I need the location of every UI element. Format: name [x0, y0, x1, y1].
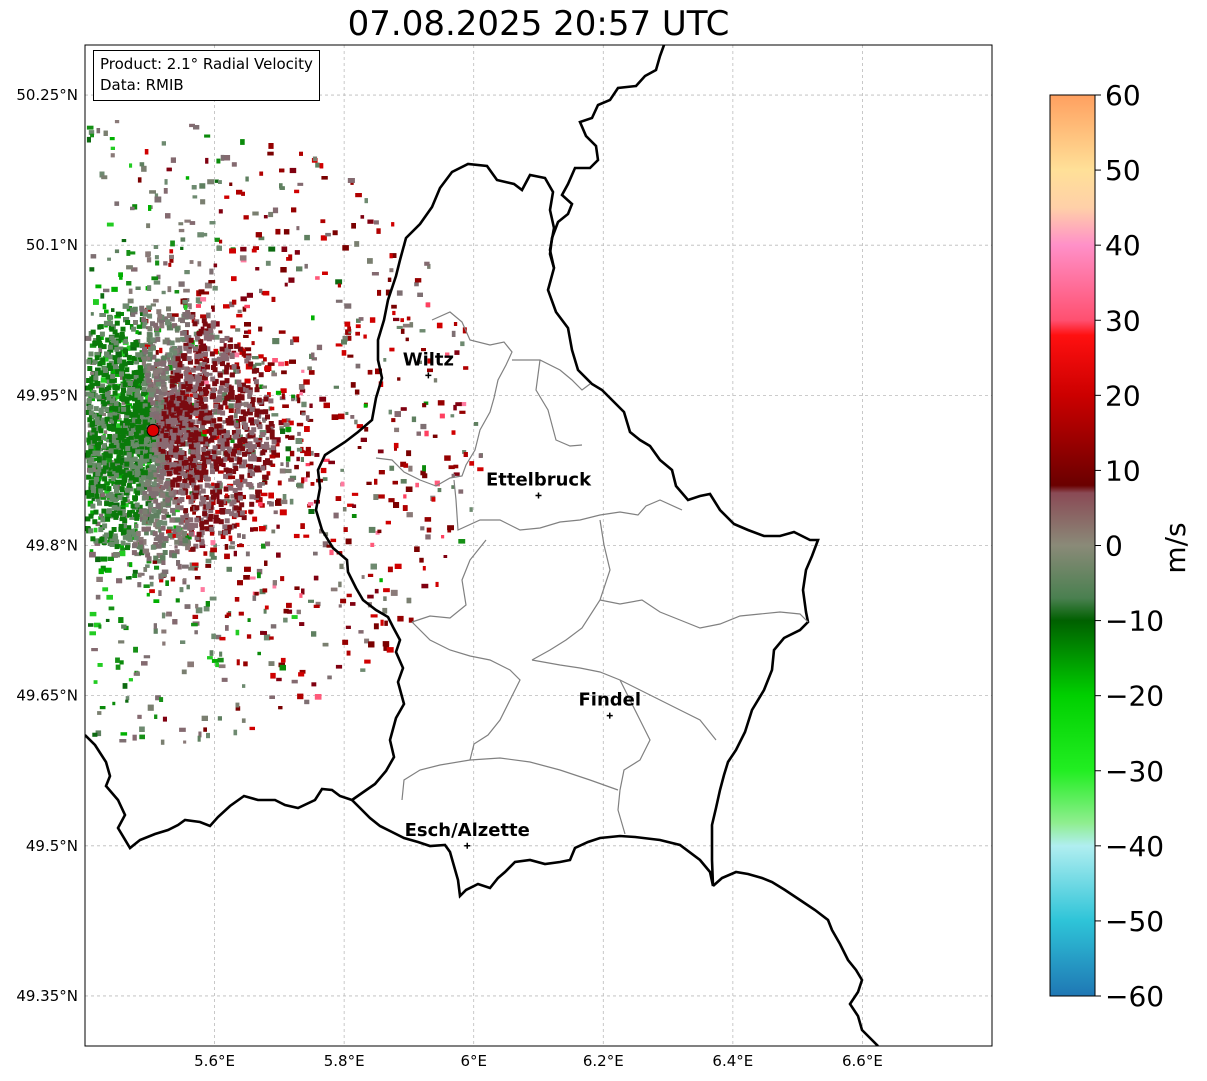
canton-boundaries — [375, 311, 809, 835]
city-label: Wiltz — [403, 349, 454, 370]
lon-tick-label: 6.4°E — [712, 1052, 753, 1070]
city-label: Esch/Alzette — [405, 820, 530, 841]
lat-tick-label: 49.95°N — [16, 386, 78, 404]
luxembourg-border — [314, 162, 820, 899]
lat-tick-label: 49.8°N — [26, 537, 78, 555]
colorbar-tick-label: 40 — [1105, 229, 1141, 262]
city-marker — [425, 372, 432, 379]
city-marker — [606, 712, 613, 719]
colorbar-tick-label: −30 — [1105, 755, 1164, 788]
colorbar-tick-label: 0 — [1105, 530, 1123, 563]
data-source-label: Data: RMIB — [100, 76, 184, 94]
colorbar-tick-label: −50 — [1105, 905, 1164, 938]
axis-ticks: 5.6°E 5.8°E 6°E 6.2°E 6.4°E 6.6°E 50.25°N 50.1°… — [16, 86, 883, 1070]
lat-tick-label: 49.65°N — [16, 687, 78, 705]
product-info-box: Product: 2.1° Radial Velocity Data: RMIB — [93, 50, 320, 101]
city-label: Ettelbruck — [486, 469, 592, 490]
colorbar-tick-label: −20 — [1105, 680, 1164, 713]
eastern-border — [548, 45, 666, 269]
city-marker — [464, 842, 471, 849]
lat-tick-label: 49.5°N — [26, 837, 78, 855]
product-label: Product: 2.1° Radial Velocity — [100, 55, 313, 73]
lon-tick-label: 5.8°E — [324, 1052, 365, 1070]
colorbar-ticks: 60 50 40 30 20 10 0 −10 −20 −30 −40 −50 −60 — [1095, 79, 1164, 1013]
colorbar-tick-label: 60 — [1105, 79, 1141, 112]
lon-tick-label: 6.2°E — [583, 1052, 624, 1070]
colorbar-tick-label: 10 — [1105, 454, 1141, 487]
colorbar-tick-label: −40 — [1105, 830, 1164, 863]
city-marker — [535, 492, 542, 499]
city-markers: Wiltz Ettelbruck Findel Esch/Alzette — [403, 349, 641, 849]
city-label: Findel — [578, 690, 641, 711]
lat-tick-label: 50.1°N — [26, 236, 78, 254]
colorbar-tick-label: 20 — [1105, 379, 1141, 412]
lon-tick-label: 6°E — [460, 1052, 487, 1070]
lon-tick-label: 5.6°E — [194, 1052, 235, 1070]
colorbar-tick-label: −10 — [1105, 605, 1164, 638]
radar-echoes — [85, 120, 484, 745]
colorbar-unit-label: m/s — [1159, 522, 1192, 573]
colorbar-tick-label: −60 — [1105, 980, 1164, 1013]
lat-tick-label: 50.25°N — [16, 86, 78, 104]
map-title: 07.08.2025 20:57 UTC — [347, 4, 730, 44]
lon-tick-label: 6.6°E — [842, 1052, 883, 1070]
radar-site-marker — [146, 423, 160, 437]
colorbar-tick-label: 50 — [1105, 154, 1141, 187]
colorbar-tick-label: 30 — [1105, 304, 1141, 337]
map-frame — [84, 44, 993, 1047]
mosel-border — [712, 870, 879, 1046]
lat-tick-label: 49.35°N — [16, 987, 78, 1005]
western-border — [85, 734, 353, 850]
colorbar-bar — [1049, 94, 1096, 997]
